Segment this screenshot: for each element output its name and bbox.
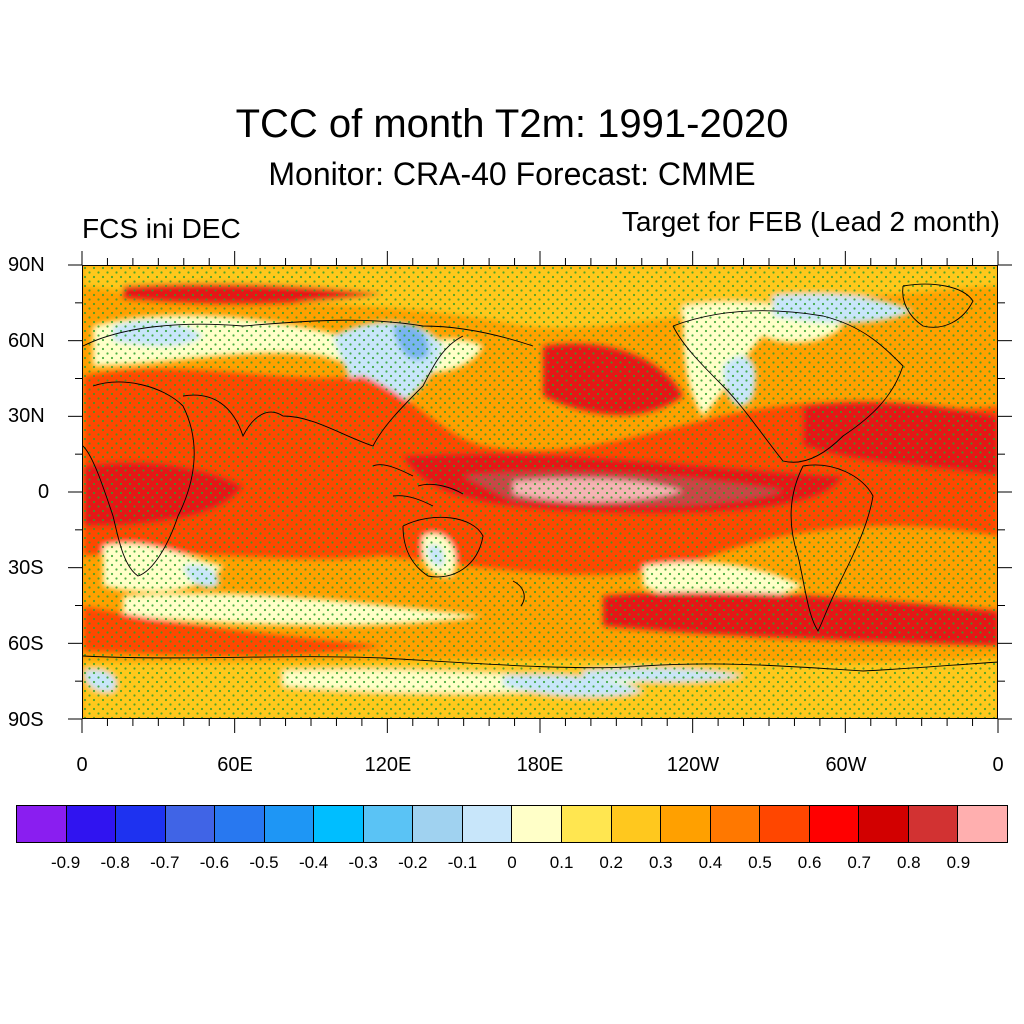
colorbar-label: 0.7 <box>847 853 871 872</box>
colorbar-label: 0.2 <box>599 853 623 872</box>
colorbar-cell <box>462 806 513 842</box>
colorbar-cell <box>116 806 166 842</box>
colorbar-label: 0.9 <box>946 853 971 872</box>
colorbar-cell <box>413 806 463 842</box>
colorbar-cell <box>314 806 364 842</box>
colorbar-label: -0.4 <box>298 853 329 872</box>
colorbar-cell <box>215 806 265 842</box>
colorbar-label: 0.3 <box>648 853 673 872</box>
lon-label-180e: 180E <box>516 754 564 776</box>
colorbar-cell <box>165 806 216 842</box>
colorbar-cell <box>363 806 414 842</box>
lon-label-0: 0 <box>76 754 88 776</box>
coastline-7 <box>902 283 974 328</box>
colorbar-cell <box>512 806 563 842</box>
colorbar-cell <box>908 806 959 842</box>
colorbar-cell <box>66 806 117 842</box>
colorbar-label: -0.5 <box>249 853 279 872</box>
colorbar-cell <box>661 806 711 842</box>
colorbar-cell <box>760 806 810 842</box>
coastline-4 <box>402 516 484 578</box>
colorbar-cell <box>809 806 860 842</box>
colorbar-label: 0.6 <box>797 853 822 872</box>
tcc-map <box>82 265 998 719</box>
lon-label-0-east: 0 <box>992 754 1004 776</box>
lat-label-30n: 30N <box>8 405 45 427</box>
colorbar-cell <box>611 806 662 842</box>
colorbar-label: 0.4 <box>698 853 723 872</box>
colorbar-label: 0.1 <box>549 853 574 872</box>
target-label: Target for FEB (Lead 2 month) <box>621 206 1000 237</box>
coastline-3 <box>372 464 464 507</box>
coastline-2 <box>182 335 464 447</box>
colorbar-label: -0.8 <box>100 853 130 872</box>
colorbar-cell <box>562 806 612 842</box>
map-title: TCC of month T2m: 1991-2020 <box>235 102 789 146</box>
colorbar-cell <box>264 806 315 842</box>
colorbar-cell <box>958 806 1007 842</box>
coastline-6 <box>672 310 904 463</box>
colorbar-label: -0.2 <box>398 853 428 872</box>
coastline-5 <box>512 580 525 607</box>
lon-label-120w: 120W <box>666 754 720 776</box>
colorbar-cell <box>859 806 909 842</box>
lon-label-120e: 120E <box>364 754 412 776</box>
lat-label-0: 0 <box>38 481 50 503</box>
colorbar-label: -0.1 <box>447 853 478 872</box>
significance-stipple <box>83 266 997 718</box>
colorbar-label: 0 <box>507 853 517 872</box>
coastline-8 <box>790 464 874 632</box>
coastline-1 <box>83 319 534 347</box>
lon-label-60w: 60W <box>825 754 867 776</box>
lat-label-60s: 60S <box>8 633 44 655</box>
colorbar-label: -0.9 <box>50 853 81 872</box>
colorbar-label: 0.5 <box>748 853 772 872</box>
colorbar-label: 0.8 <box>896 853 921 872</box>
coastline-0 <box>83 381 195 577</box>
lat-label-60n: 60N <box>8 330 45 352</box>
lat-label-90n: 90N <box>8 254 45 276</box>
colorbar <box>16 805 1008 843</box>
lat-label-30s: 30S <box>8 557 44 579</box>
coastline-9 <box>83 655 997 672</box>
colorbar-label: -0.7 <box>150 853 180 872</box>
colorbar-cell <box>17 806 67 842</box>
map-canvas <box>83 266 997 718</box>
colorbar-label: -0.3 <box>348 853 378 872</box>
lat-label-90s: 90S <box>8 709 44 731</box>
map-subtitle: Monitor: CRA-40 Forecast: CMME <box>268 156 756 192</box>
colorbar-label: -0.6 <box>199 853 230 872</box>
lon-label-60e: 60E <box>217 754 253 776</box>
init-label: FCS ini DEC <box>82 213 241 244</box>
colorbar-cell <box>710 806 761 842</box>
